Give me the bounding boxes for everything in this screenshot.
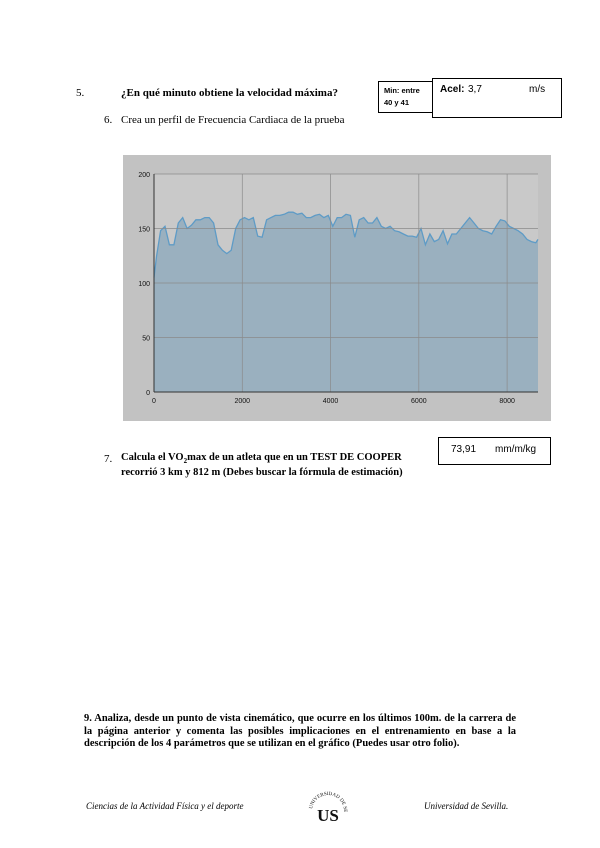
- x-tick-label: 8000: [499, 398, 515, 405]
- heart-rate-line: [153, 211, 539, 278]
- x-tick-label: 6000: [411, 398, 427, 405]
- university-seal: UNIVERSIDAD DE SEVILLA US: [302, 782, 352, 829]
- q6-question: Crea un perfil de Frecuencia Cardiaca de…: [121, 114, 345, 126]
- q5-accel-label: Acel:: [440, 84, 465, 95]
- x-tick-label: 4000: [323, 398, 339, 405]
- q7-question: Calcula el VO2max de un atleta que en un…: [121, 452, 431, 479]
- q7-answer-box[interactable]: 73,91 mm/m/kg: [438, 437, 551, 465]
- q7-text-suffix: max de un atleta que en un TEST DE COOPE…: [121, 452, 403, 479]
- q5-accel-value: 3,7: [468, 84, 482, 95]
- q5-number: 5.: [76, 87, 85, 99]
- x-tick-label: 2000: [234, 398, 250, 405]
- q5-minute-line2: 40 y 41: [384, 98, 410, 107]
- q5-accel-box[interactable]: Acel: 3,7 m/s: [432, 78, 562, 118]
- q7-text-prefix: Calcula el VO: [121, 452, 184, 463]
- y-tick-label: 200: [138, 172, 150, 179]
- q7-number: 7.: [104, 453, 113, 465]
- q6-number: 6.: [104, 114, 113, 126]
- q7-subscript: 2: [183, 457, 188, 466]
- q7-answer-unit: mm/m/kg: [495, 444, 537, 455]
- footer-right: Universidad de Sevilla.: [424, 801, 509, 811]
- q9-question: 9. Analiza, desde un punto de vista cine…: [84, 713, 516, 749]
- heart-rate-chart: 0 50 100 150 200 0 2000 4000 6000 8000: [123, 155, 551, 421]
- q5-question: ¿En qué minuto obtiene la velocidad máxi…: [121, 87, 338, 99]
- y-tick-label: 100: [138, 281, 150, 288]
- x-tick-label: 0: [152, 398, 156, 405]
- y-tick-label: 150: [138, 227, 150, 234]
- q7-answer-value: 73,91: [451, 444, 477, 455]
- footer-left: Ciencias de la Actividad Física y el dep…: [86, 801, 244, 811]
- q5-accel-unit: m/s: [529, 84, 546, 95]
- q5-minute-line1: Min: entre: [384, 86, 420, 95]
- heart-rate-area: [154, 212, 538, 392]
- y-tick-label: 50: [142, 336, 150, 343]
- y-tick-label: 0: [146, 390, 150, 397]
- q5-minute-box[interactable]: Min: entre 40 y 41: [378, 81, 433, 113]
- seal-letters: US: [317, 806, 339, 825]
